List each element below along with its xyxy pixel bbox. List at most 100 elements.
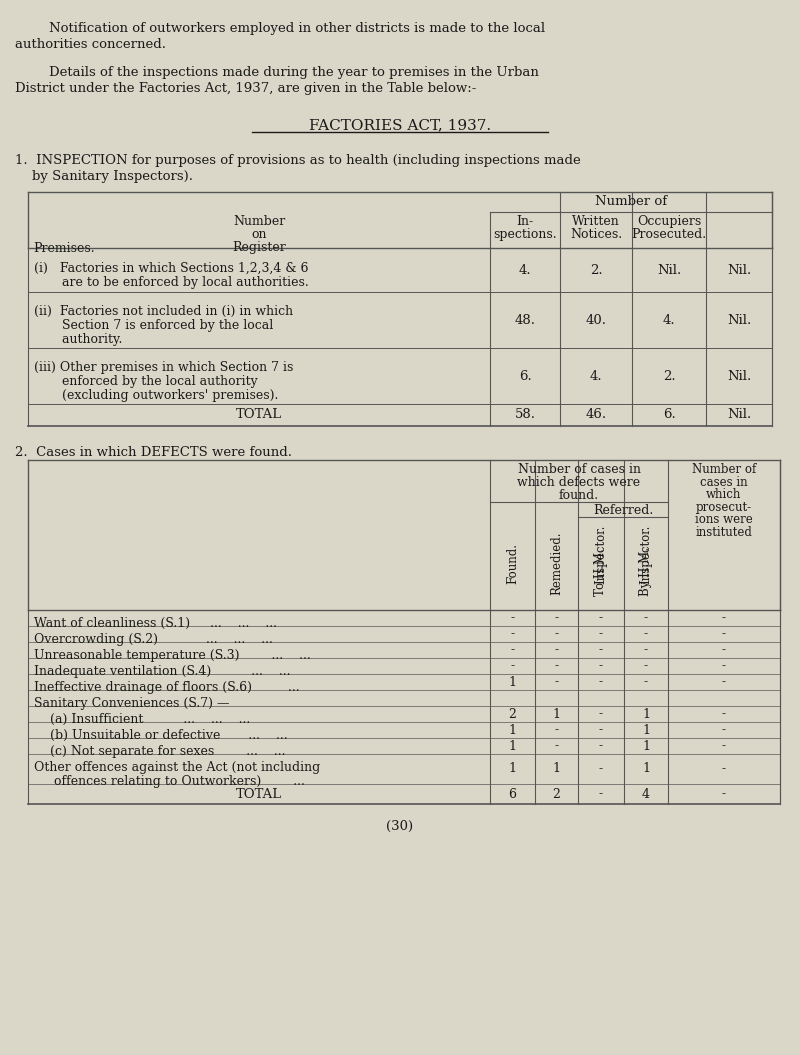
Text: Referred.: Referred. <box>593 504 653 517</box>
Text: Written: Written <box>572 215 620 228</box>
Text: Number of: Number of <box>692 463 756 476</box>
Text: which defects were: which defects were <box>518 476 641 490</box>
Text: -: - <box>644 675 648 689</box>
Text: -: - <box>644 644 648 656</box>
Text: Found.: Found. <box>506 542 519 583</box>
Text: -: - <box>554 675 558 689</box>
Text: 58.: 58. <box>514 408 535 422</box>
Text: -: - <box>722 612 726 625</box>
Text: 4: 4 <box>642 787 650 801</box>
Text: (i)   Factories in which Sections 1,2,3,4 & 6: (i) Factories in which Sections 1,2,3,4 … <box>34 262 309 275</box>
Text: Number: Number <box>233 215 285 228</box>
Text: Occupiers: Occupiers <box>637 215 701 228</box>
Text: on: on <box>251 228 266 241</box>
Text: -: - <box>599 708 603 721</box>
Text: 4.: 4. <box>662 313 675 326</box>
Text: 48.: 48. <box>514 313 535 326</box>
Text: Want of cleanliness (S.1)     ...    ...    ...: Want of cleanliness (S.1) ... ... ... <box>34 617 277 630</box>
Text: -: - <box>599 675 603 689</box>
Text: Details of the inspections made during the year to premises in the Urban: Details of the inspections made during t… <box>15 66 539 79</box>
Text: -: - <box>599 724 603 736</box>
Text: (iii) Other premises in which Section 7 is: (iii) Other premises in which Section 7 … <box>34 361 294 375</box>
Text: By H.M.: By H.M. <box>639 548 653 596</box>
Text: Ineffective drainage of floors (S.6)         ...: Ineffective drainage of floors (S.6) ... <box>34 680 300 694</box>
Text: FACTORIES ACT, 1937.: FACTORIES ACT, 1937. <box>309 118 491 132</box>
Text: -: - <box>599 740 603 752</box>
Text: 1: 1 <box>553 763 561 775</box>
Text: are to be enforced by local authorities.: are to be enforced by local authorities. <box>34 276 309 289</box>
Text: 1: 1 <box>509 724 517 736</box>
Text: In-: In- <box>517 215 534 228</box>
Text: -: - <box>599 612 603 625</box>
Text: spections.: spections. <box>493 228 557 241</box>
Text: -: - <box>722 644 726 656</box>
Text: -: - <box>722 659 726 672</box>
Text: Sanitary Conveniences (S.7) —: Sanitary Conveniences (S.7) — <box>34 697 230 710</box>
Text: authorities concerned.: authorities concerned. <box>15 38 166 51</box>
Text: (b) Unsuitable or defective       ...    ...: (b) Unsuitable or defective ... ... <box>34 729 288 742</box>
Text: -: - <box>599 644 603 656</box>
Text: (excluding outworkers' premises).: (excluding outworkers' premises). <box>34 389 278 402</box>
Text: Nil.: Nil. <box>727 408 751 422</box>
Text: 2: 2 <box>509 708 517 721</box>
Text: Inspector.: Inspector. <box>639 524 653 583</box>
Text: ions were: ions were <box>695 513 753 526</box>
Text: -: - <box>554 659 558 672</box>
Text: TOTAL: TOTAL <box>236 787 282 801</box>
Text: -: - <box>510 644 514 656</box>
Text: District under the Factories Act, 1937, are given in the Table below:-: District under the Factories Act, 1937, … <box>15 82 476 95</box>
Text: 2.: 2. <box>662 369 675 383</box>
Text: -: - <box>722 628 726 640</box>
Text: -: - <box>510 659 514 672</box>
Text: Remedied.: Remedied. <box>550 532 563 595</box>
Text: 6: 6 <box>509 787 517 801</box>
Text: Other offences against the Act (not including: Other offences against the Act (not incl… <box>34 762 320 774</box>
Text: (a) Insufficient          ...    ...    ...: (a) Insufficient ... ... ... <box>34 713 250 726</box>
Text: found.: found. <box>559 490 599 502</box>
Text: 4.: 4. <box>590 369 602 383</box>
Text: 2.  Cases in which DEFECTS were found.: 2. Cases in which DEFECTS were found. <box>15 446 292 459</box>
Text: Register: Register <box>232 241 286 254</box>
Text: (ii)  Factories not included in (i) in which: (ii) Factories not included in (i) in wh… <box>34 305 293 318</box>
Text: -: - <box>554 724 558 736</box>
Text: authority.: authority. <box>34 333 122 346</box>
Text: -: - <box>722 763 726 775</box>
Text: Number of cases in: Number of cases in <box>518 463 641 476</box>
Text: -: - <box>554 628 558 640</box>
Text: -: - <box>722 724 726 736</box>
Text: -: - <box>722 787 726 801</box>
Text: Nil.: Nil. <box>727 313 751 326</box>
Text: Notices.: Notices. <box>570 228 622 241</box>
Text: 1: 1 <box>642 740 650 752</box>
Text: -: - <box>722 740 726 752</box>
Text: -: - <box>554 612 558 625</box>
Text: Premises.: Premises. <box>33 242 94 255</box>
Text: 1: 1 <box>642 724 650 736</box>
Text: TOTAL: TOTAL <box>236 408 282 422</box>
Text: -: - <box>554 740 558 752</box>
Text: Overcrowding (S.2)            ...    ...    ...: Overcrowding (S.2) ... ... ... <box>34 633 273 646</box>
Text: Notification of outworkers employed in other districts is made to the local: Notification of outworkers employed in o… <box>15 22 545 35</box>
Text: -: - <box>599 659 603 672</box>
Text: 1: 1 <box>509 675 517 689</box>
Text: enforced by the local authority: enforced by the local authority <box>34 375 258 388</box>
Text: Inspector.: Inspector. <box>594 524 607 583</box>
Text: (c) Not separate for sexes        ...    ...: (c) Not separate for sexes ... ... <box>34 745 286 757</box>
Text: Nil.: Nil. <box>657 264 681 276</box>
Text: -: - <box>644 659 648 672</box>
Text: -: - <box>722 675 726 689</box>
Text: instituted: instituted <box>695 525 753 538</box>
Text: 1: 1 <box>642 708 650 721</box>
Text: -: - <box>599 787 603 801</box>
Text: 4.: 4. <box>518 264 531 276</box>
Text: 40.: 40. <box>586 313 606 326</box>
Text: 1: 1 <box>553 708 561 721</box>
Text: -: - <box>722 708 726 721</box>
Text: 1: 1 <box>642 763 650 775</box>
Text: -: - <box>510 628 514 640</box>
Text: cases in: cases in <box>700 476 748 488</box>
Text: 2: 2 <box>553 787 561 801</box>
Text: 6.: 6. <box>518 369 531 383</box>
Text: (30): (30) <box>386 820 414 833</box>
Text: prosecut-: prosecut- <box>696 500 752 514</box>
